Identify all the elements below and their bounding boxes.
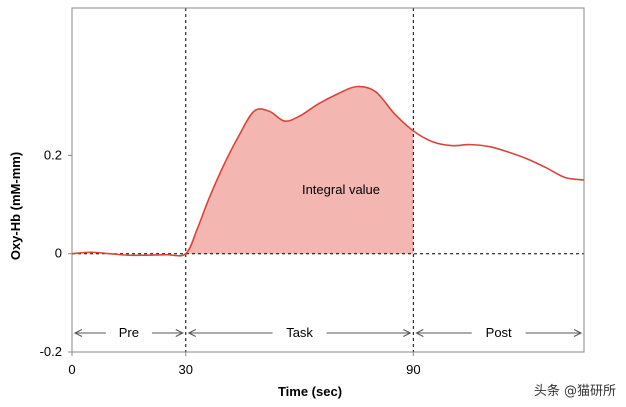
watermark-text: 头条 @猫研所 xyxy=(533,384,616,399)
phase-label: Post xyxy=(486,325,512,340)
y-tick-label: 0 xyxy=(55,246,62,261)
phase-arrow-head-right xyxy=(403,329,412,337)
y-axis-title: Oxy-Hb (mM-mm) xyxy=(8,152,23,260)
phase-arrow-head-left xyxy=(187,329,197,337)
phase-arrow-head-left xyxy=(73,329,83,337)
y-tick-label: -0.2 xyxy=(40,344,62,359)
oxy-hb-line xyxy=(71,85,585,257)
integral-value-label: Integral value xyxy=(302,182,380,197)
x-tick-label: 0 xyxy=(68,362,75,377)
series-layer xyxy=(71,85,585,257)
reference-lines-layer xyxy=(72,8,584,352)
integral-area xyxy=(185,86,414,254)
integral-area-layer xyxy=(185,86,414,254)
phase-arrow-head-right xyxy=(573,329,583,337)
phase-label: Pre xyxy=(119,325,139,340)
x-tick-label: 30 xyxy=(179,362,193,377)
phase-arrow-head-left xyxy=(415,329,424,337)
x-axis-title: Time (sec) xyxy=(278,384,342,399)
phase-arrow-head-right xyxy=(175,329,184,337)
labels-layer: Time (sec) Oxy-Hb (mM-mm) Integral value… xyxy=(8,147,512,399)
x-tick-label: 90 xyxy=(406,362,420,377)
y-tick-label: 0.2 xyxy=(44,147,62,162)
phase-label: Task xyxy=(286,325,313,340)
